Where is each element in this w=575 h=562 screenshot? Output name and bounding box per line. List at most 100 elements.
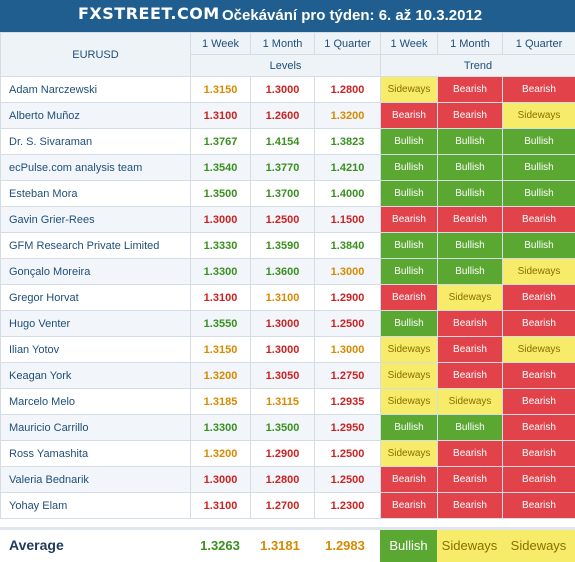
level-1w: 1.3330 [191,233,251,259]
analyst-name[interactable]: Mauricio Carrillo [1,415,191,441]
trend-1w: Sideways [381,441,438,467]
trend-1w: Bearish [381,285,438,311]
trend-1q: Bearish [503,467,575,493]
analyst-name[interactable]: Esteban Mora [1,181,191,207]
level-1m: 1.3700 [251,181,315,207]
trend-1m: Bearish [438,337,503,363]
analyst-name[interactable]: Gavin Grier-Rees [1,207,191,233]
trend-1m: Bullish [438,233,503,259]
analyst-name[interactable]: Adam Narczewski [1,77,191,103]
analyst-name[interactable]: Ross Yamashita [1,441,191,467]
level-1q: 1.1500 [315,207,381,233]
level-1w: 1.3100 [191,103,251,129]
forecast-table: EURUSD 1 Week 1 Month 1 Quarter 1 Week 1… [0,32,575,519]
level-1q: 1.2500 [315,467,381,493]
level-1m: 1.3000 [251,337,315,363]
trend-1w: Sideways [381,337,438,363]
currency-pair: EURUSD [1,33,191,77]
level-1m: 1.3590 [251,233,315,259]
average-level-1w: 1.3263 [190,538,250,553]
average-trend-1q: Sideways [502,530,575,562]
trend-1m: Bearish [438,363,503,389]
trend-1m: Sideways [438,285,503,311]
level-1w: 1.3100 [191,285,251,311]
trend-1q: Bearish [503,207,575,233]
level-1w: 1.3200 [191,363,251,389]
analyst-name[interactable]: Gregor Horvat [1,285,191,311]
level-1q: 1.3823 [315,129,381,155]
level-1m: 1.2800 [251,467,315,493]
level-1w: 1.3200 [191,441,251,467]
analyst-name[interactable]: ecPulse.com analysis team [1,155,191,181]
analyst-name[interactable]: Ilian Yotov [1,337,191,363]
analyst-name[interactable]: Marcelo Melo [1,389,191,415]
average-trend-1w: Bullish [380,530,437,562]
level-1w: 1.3300 [191,415,251,441]
trend-1m: Bearish [438,77,503,103]
trend-1w: Bullish [381,155,438,181]
level-1w: 1.3185 [191,389,251,415]
trend-1m: Bearish [438,311,503,337]
analyst-name[interactable]: Yohay Elam [1,493,191,519]
trend-1q: Bullish [503,181,575,207]
level-1q: 1.2900 [315,285,381,311]
analyst-name[interactable]: Valeria Bednarik [1,467,191,493]
trend-1q: Bearish [503,311,575,337]
trend-1w: Sideways [381,363,438,389]
average-row: Average 1.3263 1.3181 1.2983 Bullish Sid… [0,527,575,562]
level-1m: 1.3050 [251,363,315,389]
trend-1w: Bullish [381,259,438,285]
analyst-name[interactable]: Keagan York [1,363,191,389]
level-1m: 1.3100 [251,285,315,311]
trend-1w: Sideways [381,77,438,103]
level-1m: 1.3500 [251,415,315,441]
average-level-1q: 1.2983 [315,538,375,553]
level-1q: 1.3840 [315,233,381,259]
level-1w: 1.3300 [191,259,251,285]
trend-1m: Bullish [438,259,503,285]
trend-1w: Bearish [381,493,438,519]
trend-1m: Sideways [438,389,503,415]
level-1m: 1.3115 [251,389,315,415]
trend-1m: Bullish [438,129,503,155]
level-1q: 1.2750 [315,363,381,389]
average-level-1m: 1.3181 [250,538,310,553]
analyst-name[interactable]: Dr. S. Sivaraman [1,129,191,155]
trend-1m: Bearish [438,103,503,129]
analyst-name[interactable]: Hugo Venter [1,311,191,337]
col-trend-1q: 1 Quarter [503,33,575,55]
level-1q: 1.4000 [315,181,381,207]
analyst-name[interactable]: Gonçalo Moreira [1,259,191,285]
col-levels-1m: 1 Month [251,33,315,55]
trend-1w: Bullish [381,415,438,441]
level-1m: 1.3000 [251,311,315,337]
level-1q: 1.2800 [315,77,381,103]
col-trend-1w: 1 Week [381,33,438,55]
level-1q: 1.2950 [315,415,381,441]
trend-1q: Bearish [503,285,575,311]
trend-1m: Bearish [438,207,503,233]
trend-1w: Bearish [381,467,438,493]
level-1m: 1.3000 [251,77,315,103]
analyst-name[interactable]: GFM Research Private Limited [1,233,191,259]
level-1m: 1.3770 [251,155,315,181]
trend-1q: Bearish [503,77,575,103]
analyst-name[interactable]: Alberto Muñoz [1,103,191,129]
level-1m: 1.2500 [251,207,315,233]
site-logo[interactable]: FXSTREET.COM [78,4,220,23]
level-1m: 1.2900 [251,441,315,467]
average-label: Average [9,537,64,553]
level-1w: 1.3500 [191,181,251,207]
level-1w: 1.3540 [191,155,251,181]
level-1w: 1.3150 [191,337,251,363]
trend-1w: Bearish [381,103,438,129]
